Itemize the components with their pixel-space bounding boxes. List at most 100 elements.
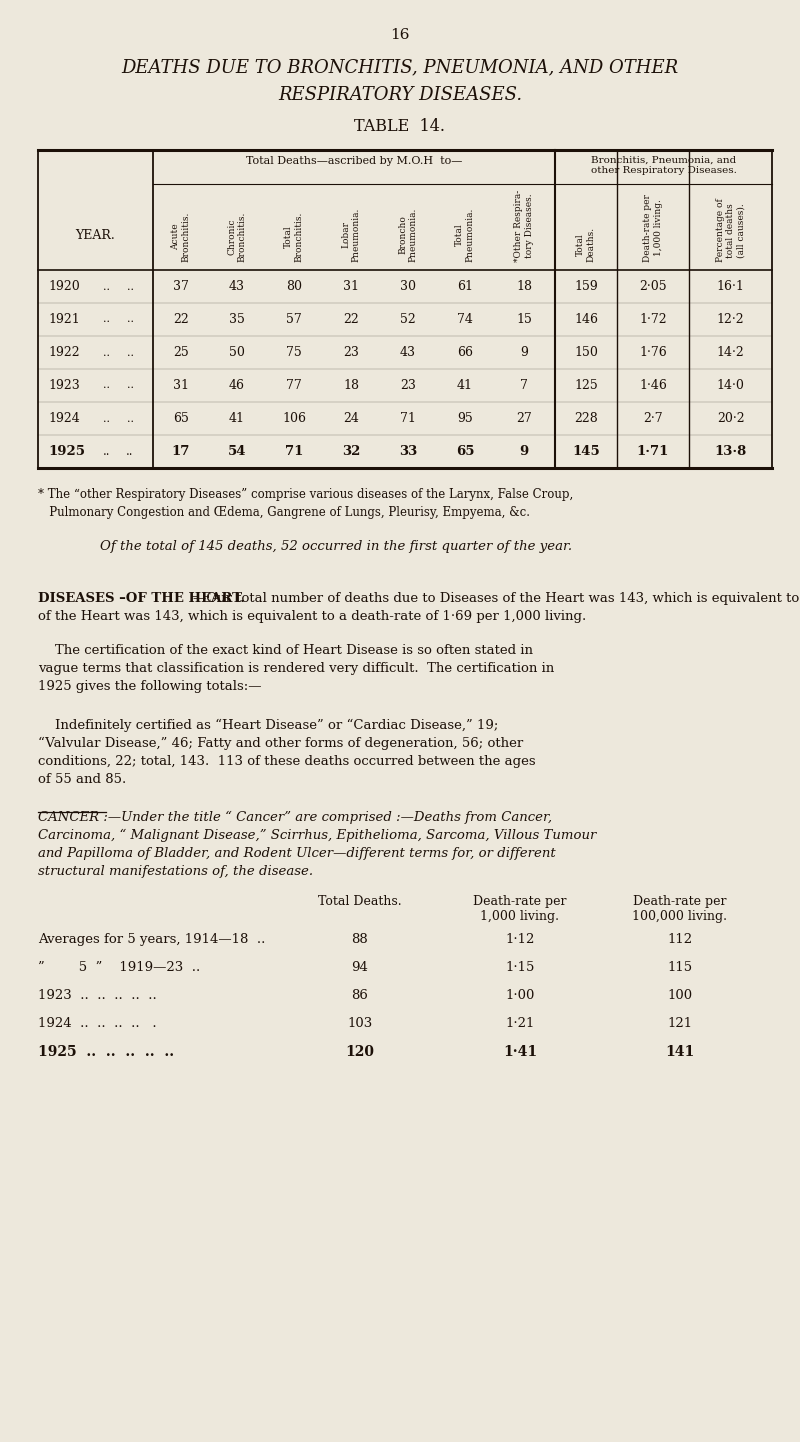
Text: 1·71: 1·71: [637, 446, 669, 459]
Text: TABLE  14.: TABLE 14.: [354, 118, 446, 136]
Text: 1·76: 1·76: [639, 346, 667, 359]
Text: “Valvular Disease,” 46; Fatty and other forms of degeneration, 56; other: “Valvular Disease,” 46; Fatty and other …: [38, 737, 523, 750]
Text: 1920: 1920: [48, 280, 80, 293]
Text: 18: 18: [343, 379, 359, 392]
Text: structural manifestations of, the disease.: structural manifestations of, the diseas…: [38, 865, 313, 878]
Text: 1·00: 1·00: [506, 989, 534, 1002]
Text: 24: 24: [343, 412, 359, 425]
Text: Averages for 5 years, 1914—18  ..: Averages for 5 years, 1914—18 ..: [38, 933, 266, 946]
Text: ..: ..: [103, 314, 110, 324]
Text: 121: 121: [667, 1017, 693, 1030]
Text: 150: 150: [574, 346, 598, 359]
Text: *Other Respira-
tory Diseases.: *Other Respira- tory Diseases.: [514, 190, 534, 262]
Text: 106: 106: [282, 412, 306, 425]
Text: 80: 80: [286, 280, 302, 293]
Text: 20·2: 20·2: [717, 412, 744, 425]
Text: 75: 75: [286, 346, 302, 359]
Text: The certification of the exact kind of Heart Disease is so often stated in: The certification of the exact kind of H…: [38, 645, 533, 658]
Text: 1·12: 1·12: [506, 933, 534, 946]
Text: 9: 9: [519, 446, 529, 459]
Text: 7: 7: [520, 379, 528, 392]
Text: Acute
Bronchitis.: Acute Bronchitis.: [171, 212, 190, 262]
Text: 95: 95: [457, 412, 473, 425]
Text: Percentage of
total deaths
(all causes).: Percentage of total deaths (all causes).: [716, 198, 746, 262]
Text: 94: 94: [351, 960, 369, 973]
Text: 22: 22: [173, 313, 189, 326]
Text: 120: 120: [346, 1045, 374, 1058]
Text: 46: 46: [229, 379, 245, 392]
Text: 145: 145: [572, 446, 600, 459]
Text: 27: 27: [516, 412, 532, 425]
Text: 100: 100: [667, 989, 693, 1002]
Text: 2·05: 2·05: [639, 280, 667, 293]
Text: 41: 41: [457, 379, 473, 392]
Text: 31: 31: [343, 280, 359, 293]
Text: CANCER :—Under the title “ Cancer” are comprised :—Deaths from Cancer,: CANCER :—Under the title “ Cancer” are c…: [38, 810, 552, 825]
Text: ”        5  ”    1919—23  ..: ” 5 ” 1919—23 ..: [38, 960, 200, 973]
Text: 71: 71: [400, 412, 416, 425]
Text: Chronic
Bronchitis.: Chronic Bronchitis.: [227, 212, 246, 262]
Text: ..: ..: [126, 446, 134, 459]
Text: 25: 25: [173, 346, 189, 359]
Text: of 55 and 85.: of 55 and 85.: [38, 773, 126, 786]
Text: 141: 141: [666, 1045, 694, 1058]
Text: Total Deaths—ascribed by M.O.H  to—: Total Deaths—ascribed by M.O.H to—: [246, 156, 462, 166]
Text: ..: ..: [103, 381, 110, 391]
Text: Total
Deaths.: Total Deaths.: [576, 226, 596, 262]
Text: of the Heart was 143, which is equivalent to a death-rate of 1·69 per 1,000 livi: of the Heart was 143, which is equivalen…: [38, 610, 586, 623]
Text: 1923  ..  ..  ..  ..  ..: 1923 .. .. .. .. ..: [38, 989, 157, 1002]
Text: Carcinoma, “ Malignant Disease,” Scirrhus, Epithelioma, Sarcoma, Villous Tumour: Carcinoma, “ Malignant Disease,” Scirrhu…: [38, 829, 596, 842]
Text: ..: ..: [126, 314, 134, 324]
Text: 125: 125: [574, 379, 598, 392]
Text: 12·2: 12·2: [717, 313, 744, 326]
Text: Death-rate per
1,000 living.: Death-rate per 1,000 living.: [474, 895, 566, 923]
Text: Bronchitis, Pneumonia, and
other Respiratory Diseases.: Bronchitis, Pneumonia, and other Respira…: [590, 156, 737, 176]
Text: 35: 35: [229, 313, 245, 326]
Text: ..: ..: [103, 446, 110, 459]
Text: 16: 16: [390, 27, 410, 42]
Text: 112: 112: [667, 933, 693, 946]
Text: 43: 43: [229, 280, 245, 293]
Text: 16·1: 16·1: [717, 280, 745, 293]
Text: 1924: 1924: [48, 412, 80, 425]
Text: 77: 77: [286, 379, 302, 392]
Text: 37: 37: [173, 280, 189, 293]
Text: 33: 33: [399, 446, 417, 459]
Text: ..: ..: [103, 414, 110, 424]
Text: 22: 22: [343, 313, 359, 326]
Text: ..: ..: [126, 381, 134, 391]
Text: 9: 9: [520, 346, 528, 359]
Text: 2·7: 2·7: [643, 412, 663, 425]
Text: 65: 65: [456, 446, 474, 459]
Text: 103: 103: [347, 1017, 373, 1030]
Text: 13·8: 13·8: [714, 446, 746, 459]
Text: 43: 43: [400, 346, 416, 359]
Text: YEAR.: YEAR.: [76, 229, 115, 242]
Text: Total
Pneumonia.: Total Pneumonia.: [455, 208, 474, 262]
Text: 1·15: 1·15: [506, 960, 534, 973]
Text: 1921: 1921: [48, 313, 80, 326]
Text: ..: ..: [126, 348, 134, 358]
Text: 71: 71: [285, 446, 303, 459]
Text: 50: 50: [229, 346, 245, 359]
Text: 1923: 1923: [48, 379, 80, 392]
Text: 52: 52: [400, 313, 416, 326]
Text: 159: 159: [574, 280, 598, 293]
Text: 1924  ..  ..  ..  ..   .: 1924 .. .. .. .. .: [38, 1017, 157, 1030]
Text: Pulmonary Congestion and Œdema, Gangrene of Lungs, Pleurisy, Empyema, &c.: Pulmonary Congestion and Œdema, Gangrene…: [38, 506, 530, 519]
Text: 14·0: 14·0: [717, 379, 745, 392]
Text: DISEASES –OF THE HEART.: DISEASES –OF THE HEART.: [38, 593, 245, 606]
Text: Indefinitely certified as “Heart Disease” or “Cardiac Disease,” 19;: Indefinitely certified as “Heart Disease…: [38, 720, 498, 733]
Text: 1·72: 1·72: [639, 313, 667, 326]
Text: 30: 30: [400, 280, 416, 293]
Text: 57: 57: [286, 313, 302, 326]
Text: conditions, 22; total, 143.  113 of these deaths occurred between the ages: conditions, 22; total, 143. 113 of these…: [38, 756, 536, 769]
Text: Death-rate per
1,000 living.: Death-rate per 1,000 living.: [643, 195, 662, 262]
Text: vague terms that classification is rendered very difficult.  The certification i: vague terms that classification is rende…: [38, 662, 554, 675]
Text: 32: 32: [342, 446, 360, 459]
Text: Total Deaths.: Total Deaths.: [318, 895, 402, 908]
Text: 1·46: 1·46: [639, 379, 667, 392]
Text: 228: 228: [574, 412, 598, 425]
Text: 1922: 1922: [48, 346, 80, 359]
Text: * The “other Respiratory Diseases” comprise various diseases of the Larynx, Fals: * The “other Respiratory Diseases” compr…: [38, 487, 574, 500]
